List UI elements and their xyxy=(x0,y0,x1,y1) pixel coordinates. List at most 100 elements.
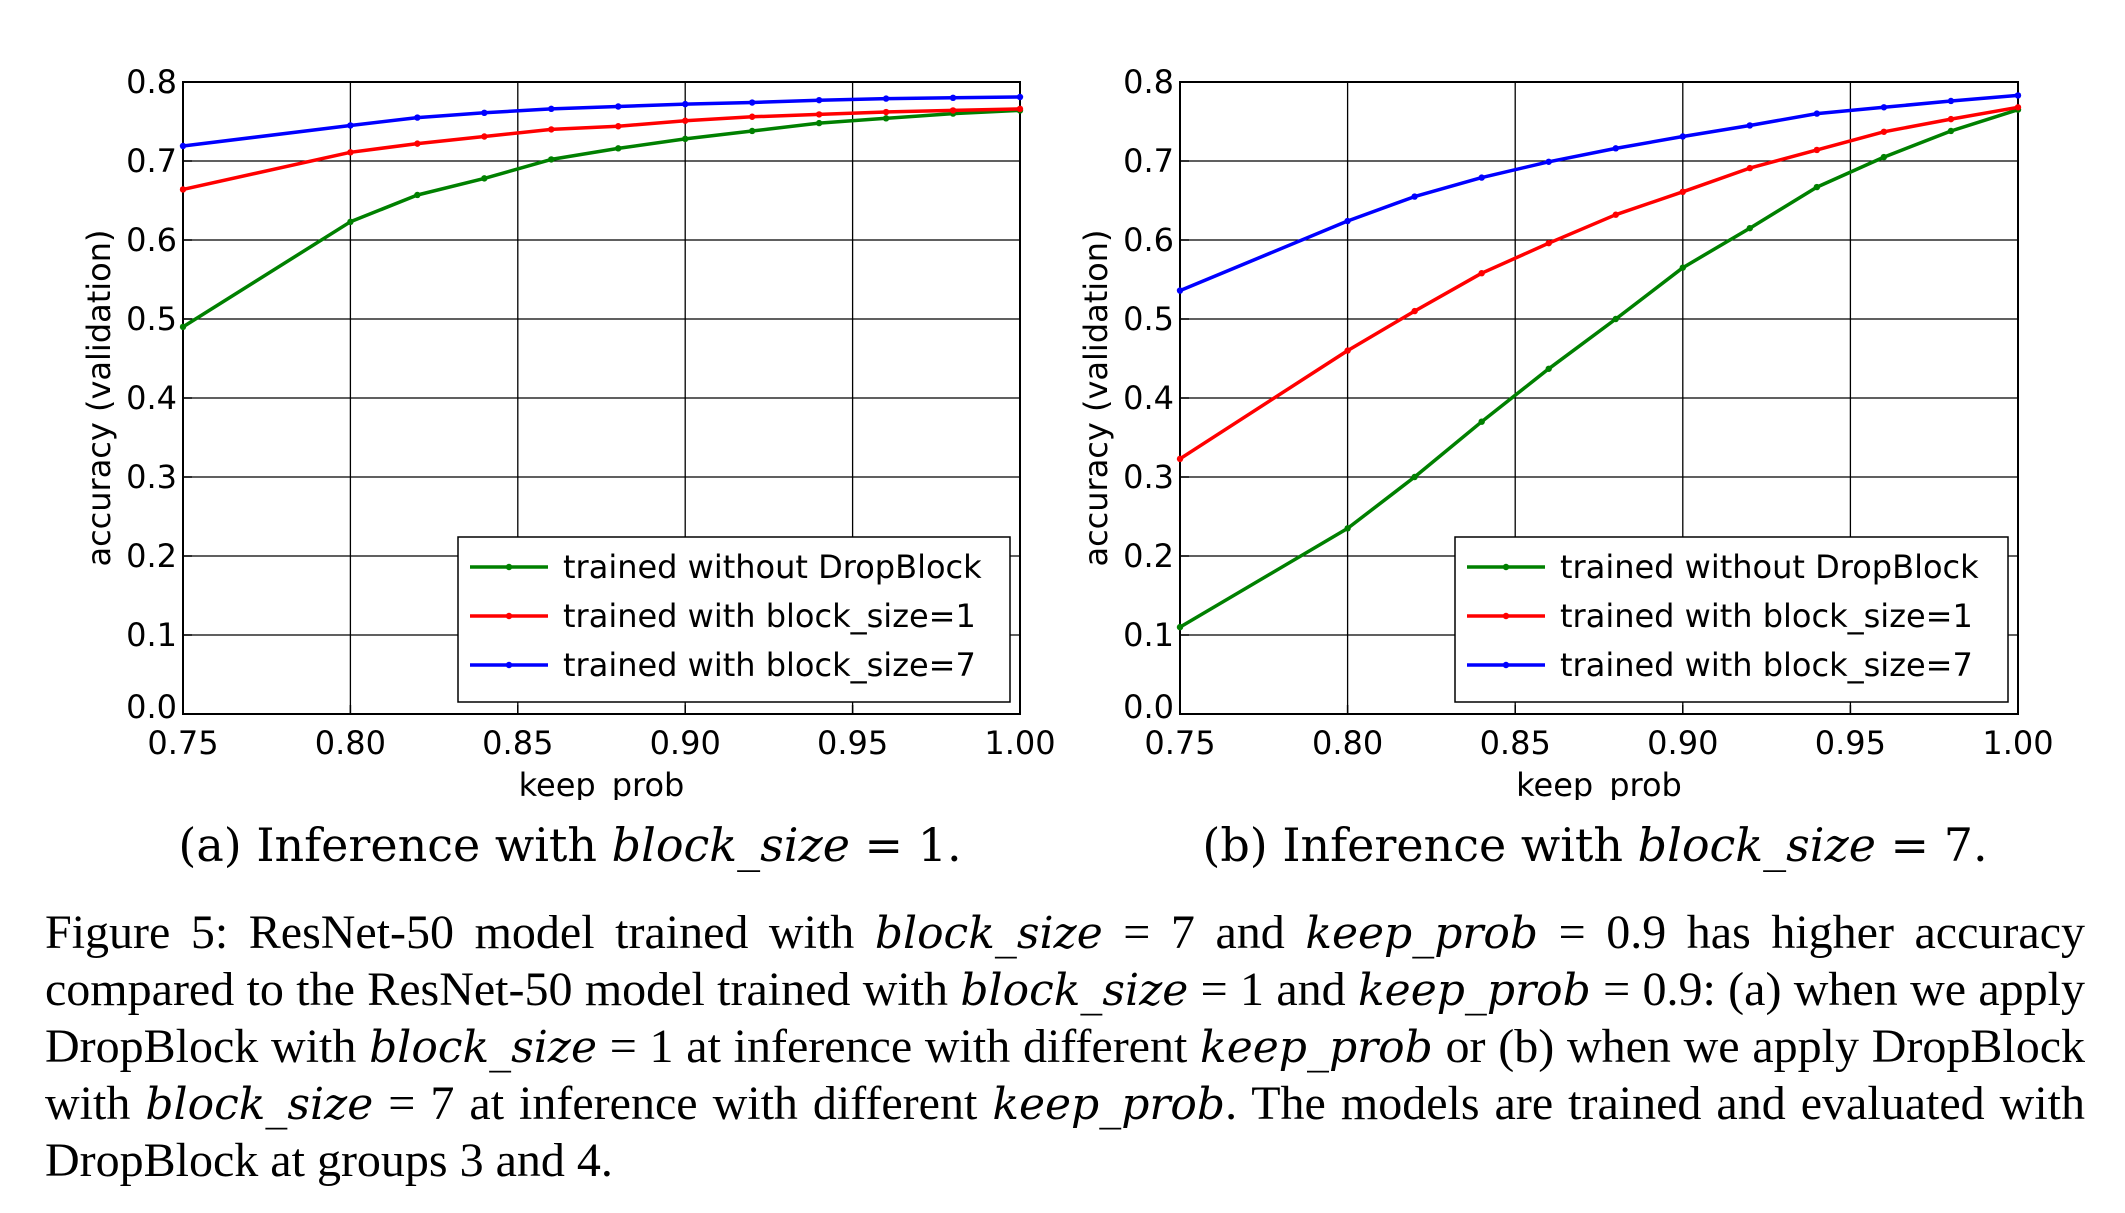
data-point xyxy=(949,94,957,102)
series-line-2 xyxy=(1179,105,2019,461)
y-tick-label: 0.8 xyxy=(1123,63,1174,101)
y-tick-label: 0.6 xyxy=(126,221,177,259)
data-point xyxy=(949,107,957,114)
data-point xyxy=(347,122,354,129)
legend-box xyxy=(457,536,1011,703)
data-point xyxy=(1813,146,1821,154)
x-tick-label: 0.75 xyxy=(147,724,218,762)
data-point xyxy=(1880,104,1888,111)
subcaption-b-math: block_size xyxy=(1637,818,1876,872)
y-axis-label: accuracy (validation) xyxy=(80,229,118,566)
y-tick-label: 0.6 xyxy=(1123,221,1174,259)
data-point xyxy=(1813,110,1821,117)
series-line-1 xyxy=(1179,108,2019,629)
subcaption-a-text: (a) Inference with xyxy=(178,818,598,872)
x-tick-label: 0.85 xyxy=(1480,724,1551,762)
legend-marker xyxy=(1502,563,1510,571)
data-point xyxy=(1746,122,1754,129)
x-axis-label: keep_prob xyxy=(1516,766,1682,800)
x-tick-label: 1.00 xyxy=(1982,724,2053,762)
data-point xyxy=(548,105,555,113)
figure-caption: Figure 5: ResNet-50 model trained with b… xyxy=(45,906,2086,1187)
data-point xyxy=(1813,183,1821,191)
data-point xyxy=(481,133,488,140)
data-point xyxy=(1176,623,1184,631)
data-point xyxy=(882,95,890,102)
subcaption-b: (b) Inference with block_size = 7. xyxy=(1145,818,2045,872)
data-point xyxy=(179,186,187,193)
data-point xyxy=(1545,158,1552,165)
x-tick-label: 0.75 xyxy=(1144,724,1215,762)
legend-label: trained with block_size=7 xyxy=(563,646,976,684)
data-point xyxy=(1545,239,1552,247)
data-point xyxy=(347,218,354,226)
data-point xyxy=(615,145,622,152)
data-point xyxy=(1344,525,1351,532)
charts-area: 0.75 0.80 0.85 0.90 0.95 1.00 0.0 0.1 0.2 0.3 0.4 0… xyxy=(80,63,2054,800)
y-tick-label: 0.2 xyxy=(1123,537,1174,575)
legend-marker xyxy=(505,661,513,669)
data-point xyxy=(1947,97,1955,105)
y-tick-label: 0.1 xyxy=(1123,616,1174,654)
x-tick-label: 0.95 xyxy=(817,724,888,762)
subcaption-a: (a) Inference with block_size = 1. xyxy=(120,818,1020,872)
x-tick-label: 1.00 xyxy=(984,724,1055,762)
data-point xyxy=(414,114,421,121)
data-point xyxy=(1746,164,1754,172)
data-point xyxy=(748,113,756,120)
y-tick-label: 0.5 xyxy=(1123,300,1174,338)
subcaption-a-math: block_size xyxy=(611,818,850,872)
data-point xyxy=(682,117,689,124)
subcaption-b-text: (b) Inference with xyxy=(1202,818,1624,872)
series-line-3 xyxy=(182,95,1021,148)
series-line-2 xyxy=(182,107,1021,192)
data-point xyxy=(1411,473,1418,481)
y-tick-label: 0.8 xyxy=(126,63,177,101)
y-tick-label: 0.7 xyxy=(126,142,177,180)
data-point xyxy=(1478,418,1485,425)
data-point xyxy=(2014,104,2022,111)
y-tick-label: 0.7 xyxy=(1123,142,1174,180)
data-point xyxy=(1016,105,1024,113)
data-point xyxy=(1612,145,1619,152)
subcaption-b-eq: = 7. xyxy=(1890,818,1988,872)
y-tick-label: 0.0 xyxy=(126,688,177,726)
x-tick-label: 0.95 xyxy=(1815,724,1886,762)
y-axis-label: accuracy (validation) xyxy=(1077,229,1115,566)
data-point xyxy=(1947,115,1955,123)
data-point xyxy=(179,323,187,331)
data-point xyxy=(1176,455,1184,463)
series-line-1 xyxy=(182,108,1021,329)
data-point xyxy=(481,109,488,117)
data-point xyxy=(2014,92,2022,99)
legend-label: trained with block_size=1 xyxy=(563,597,976,635)
x-axis-label: keep_prob xyxy=(519,766,685,800)
x-tick-label: 0.85 xyxy=(482,724,553,762)
data-point xyxy=(815,111,823,118)
y-tick-label: 0.5 xyxy=(126,300,177,338)
data-point xyxy=(1478,269,1485,277)
data-point xyxy=(815,96,823,104)
x-tick-label: 0.80 xyxy=(1312,724,1383,762)
legend-label: trained with block_size=7 xyxy=(1560,646,1973,684)
data-point xyxy=(1746,224,1754,232)
data-point xyxy=(1344,217,1351,225)
x-tick-label: 0.80 xyxy=(315,724,386,762)
legend-label: trained with block_size=1 xyxy=(1560,597,1973,635)
data-point xyxy=(748,127,756,135)
data-point xyxy=(1612,315,1619,323)
y-tick-label: 0.0 xyxy=(1123,688,1174,726)
data-point xyxy=(1176,287,1184,294)
x-tick-label: 0.90 xyxy=(1647,724,1718,762)
legend-marker xyxy=(505,563,513,571)
legend-box xyxy=(1454,536,2009,703)
data-point xyxy=(682,135,689,143)
y-tick-label: 0.3 xyxy=(1123,458,1174,496)
legend: trained without DropBlock trained with bl… xyxy=(457,536,1011,703)
chart-b: 0.75 0.80 0.85 0.90 0.95 1.00 0.0 0.1 0.2 0.3 0.4 0… xyxy=(1077,63,2054,800)
data-point xyxy=(1947,127,1955,135)
y-tick-label: 0.4 xyxy=(126,379,177,417)
data-point xyxy=(1679,264,1687,271)
data-point xyxy=(1545,365,1552,372)
legend-label: trained without DropBlock xyxy=(563,548,982,586)
